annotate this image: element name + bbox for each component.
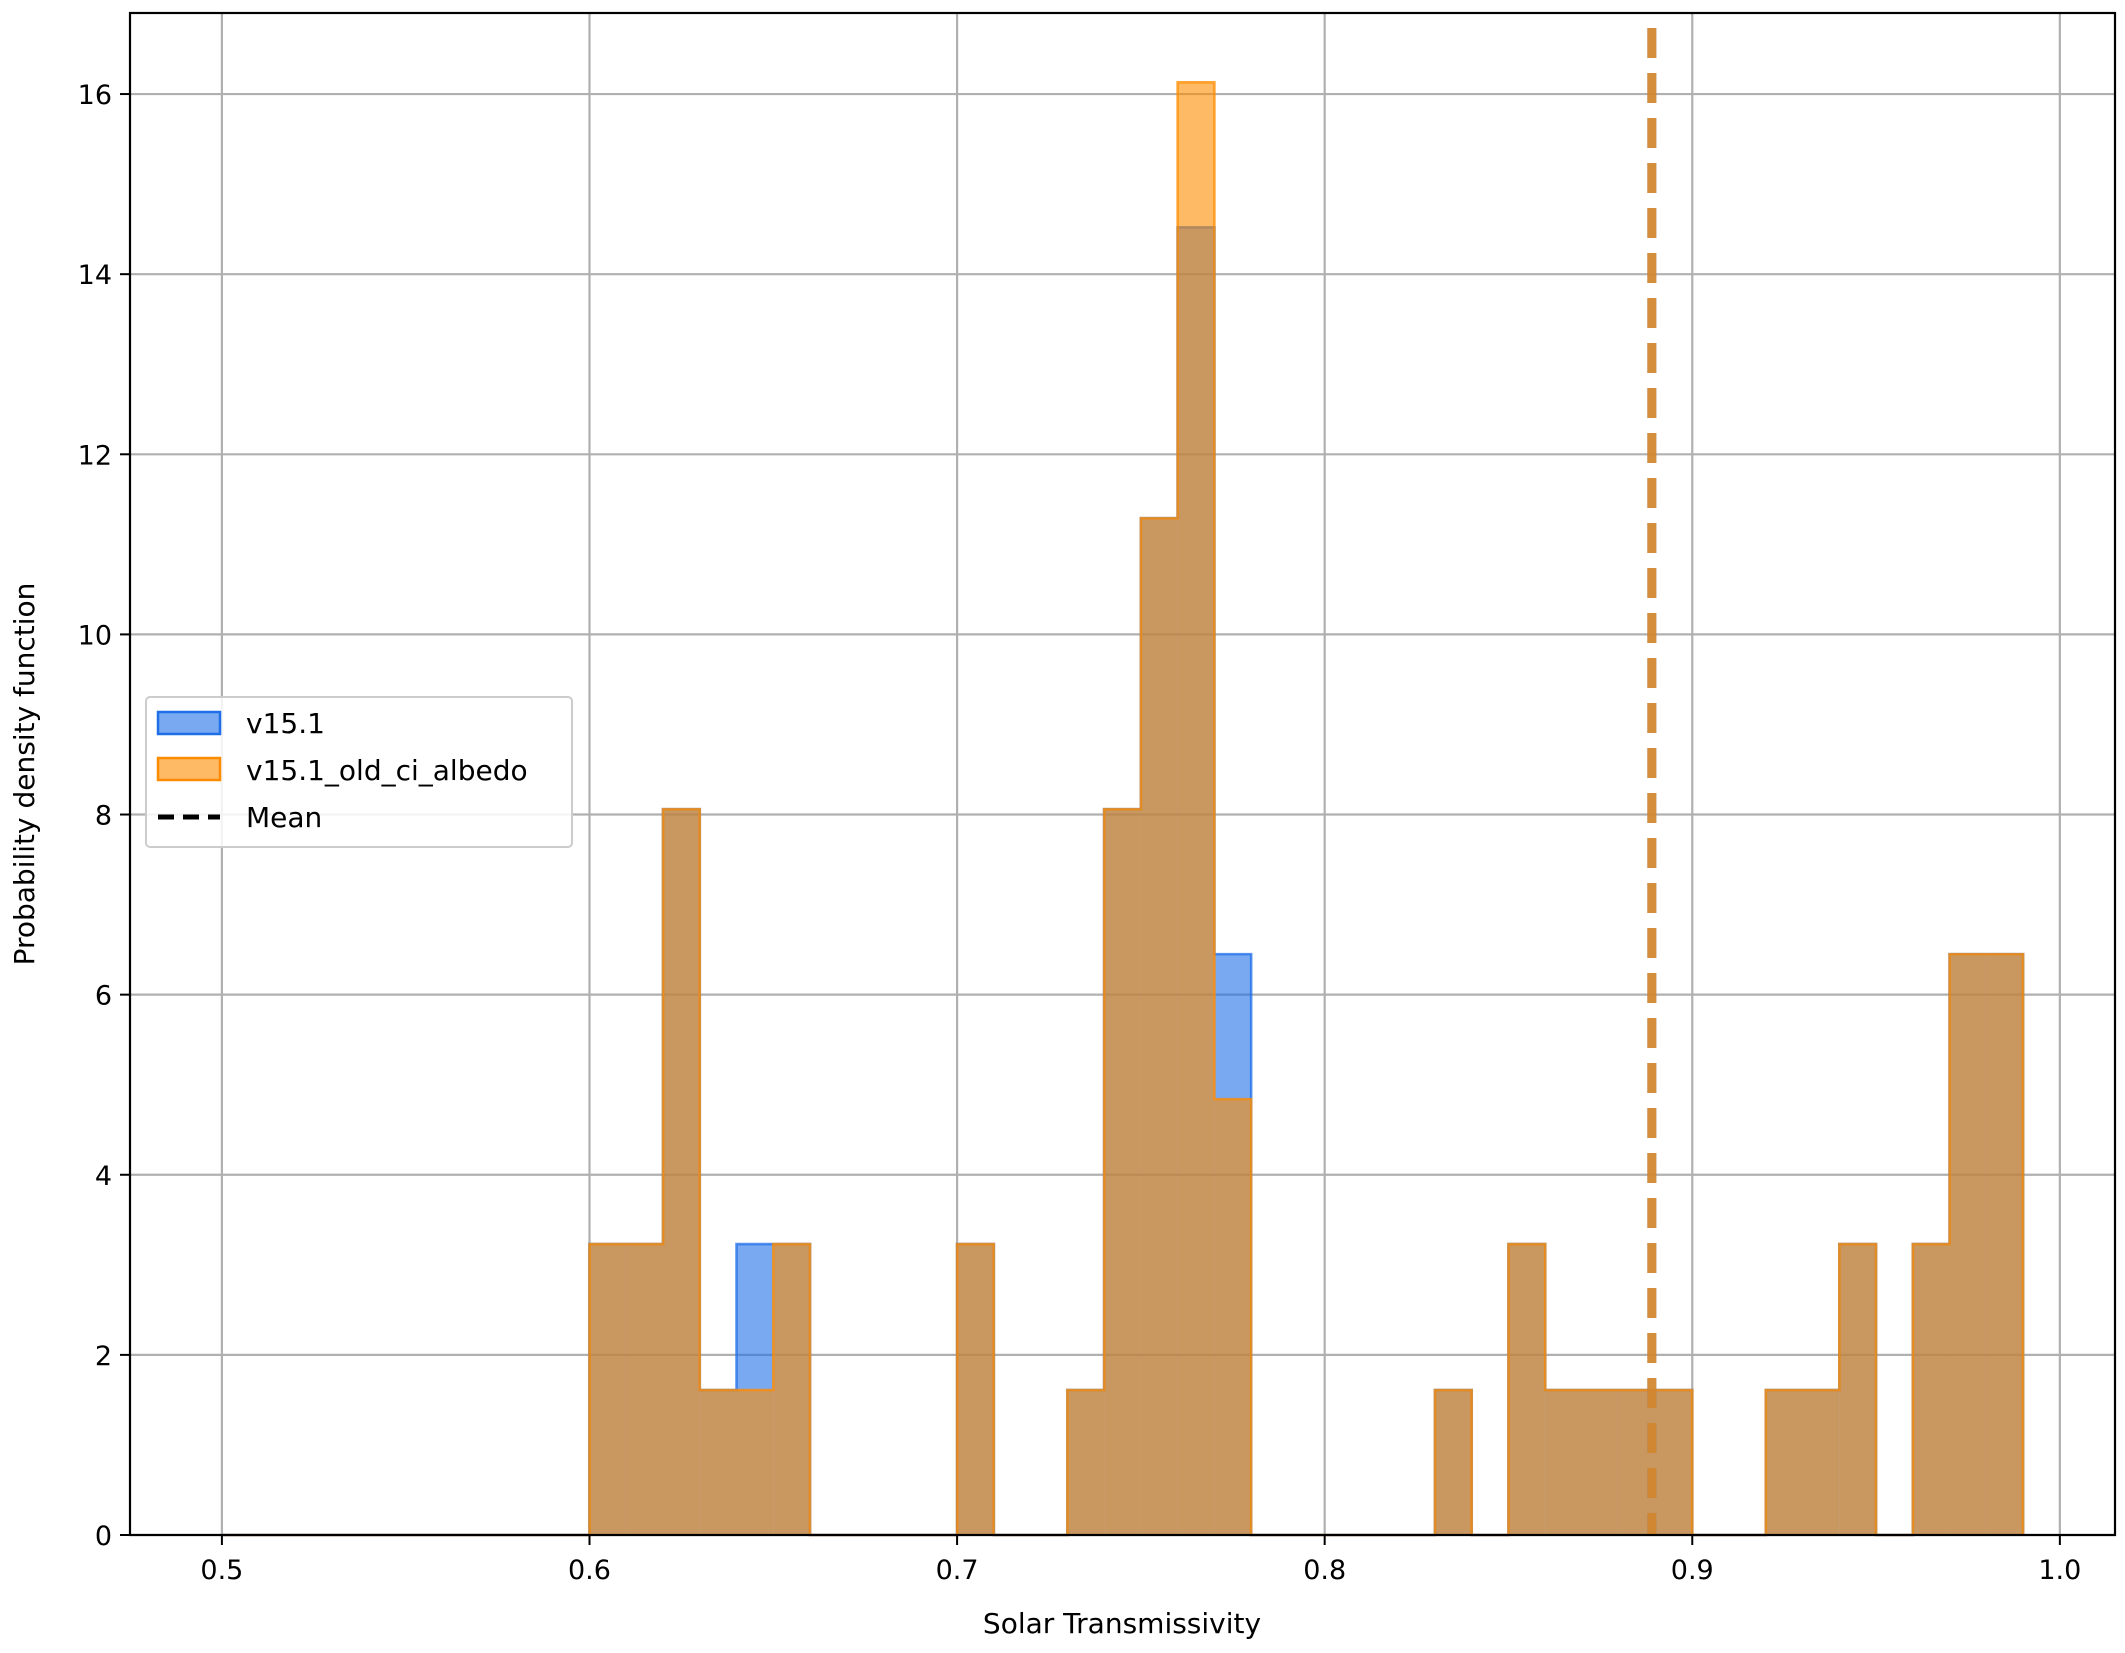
bar-1-13 xyxy=(699,1390,737,1535)
bar-1-47 xyxy=(1949,954,1987,1535)
bar-1-46 xyxy=(1912,1244,1950,1535)
y-tick-label-0: 0 xyxy=(95,1521,112,1552)
bar-1-25 xyxy=(1140,518,1178,1535)
y-axis-ticks: 0 2 4 6 8 10 12 14 16 xyxy=(78,80,130,1552)
bar-1-23 xyxy=(1067,1390,1105,1535)
histogram-bars xyxy=(221,81,2025,1537)
bar-1-27 xyxy=(1214,1099,1252,1535)
bar-1-44 xyxy=(1839,1244,1877,1535)
y-tick-label-8: 16 xyxy=(78,80,112,111)
y-tick-label-6: 12 xyxy=(78,440,112,471)
x-tick-label-5: 1.0 xyxy=(2038,1555,2081,1586)
bar-1-48 xyxy=(1986,954,2024,1535)
y-tick-label-4: 8 xyxy=(95,801,112,832)
bar-1-15 xyxy=(773,1244,811,1535)
bar-1-12 xyxy=(663,809,700,1535)
bar-1-39 xyxy=(1655,1390,1693,1535)
y-tick-label-3: 6 xyxy=(95,981,112,1012)
bar-1-11 xyxy=(626,1244,664,1535)
x-tick-label-4: 0.9 xyxy=(1671,1555,1714,1586)
legend-label-v15-1: v15.1 xyxy=(246,707,325,740)
bar-1-37 xyxy=(1581,1390,1619,1535)
x-tick-label-0: 0.5 xyxy=(200,1555,243,1586)
bar-1-14 xyxy=(736,1390,774,1535)
legend-box xyxy=(145,696,573,848)
legend: v15.1 v15.1_old_ci_albedo Mean xyxy=(145,696,573,848)
y-tick-label-5: 10 xyxy=(78,620,112,651)
bar-1-35 xyxy=(1508,1244,1546,1535)
x-tick-label-3: 0.8 xyxy=(1303,1555,1346,1586)
bar-1-10 xyxy=(589,1244,627,1535)
x-axis-label: Solar Transmissivity xyxy=(983,1607,1261,1640)
bar-1-42 xyxy=(1765,1390,1803,1535)
bar-1-20 xyxy=(957,1244,994,1535)
bar-1-43 xyxy=(1802,1390,1840,1535)
plot-frame xyxy=(128,11,2117,1537)
legend-swatch-v15-1 xyxy=(156,710,222,736)
legend-swatch-v15-1-old-ci-albedo xyxy=(156,756,222,782)
bar-1-33 xyxy=(1434,1390,1472,1535)
series-1-outline xyxy=(221,81,2025,1537)
legend-label-v15-1-old-ci-albedo: v15.1_old_ci_albedo xyxy=(246,754,528,787)
bar-1-36 xyxy=(1545,1390,1582,1535)
legend-label-mean: Mean xyxy=(246,801,322,834)
x-tick-label-2: 0.7 xyxy=(936,1555,979,1586)
x-tick-label-1: 0.6 xyxy=(568,1555,611,1586)
bar-1-24 xyxy=(1104,809,1141,1535)
y-tick-label-7: 14 xyxy=(78,260,112,291)
y-tick-label-1: 2 xyxy=(95,1341,112,1372)
series-1-bars xyxy=(221,81,2025,1537)
bar-1-26 xyxy=(1177,82,1215,1535)
y-axis-label: Probability density function xyxy=(8,583,41,966)
y-tick-label-2: 4 xyxy=(95,1161,112,1192)
x-axis-ticks: 0.5 0.6 0.7 0.8 0.9 1.0 xyxy=(200,1535,2081,1586)
bar-1-38 xyxy=(1618,1390,1656,1535)
